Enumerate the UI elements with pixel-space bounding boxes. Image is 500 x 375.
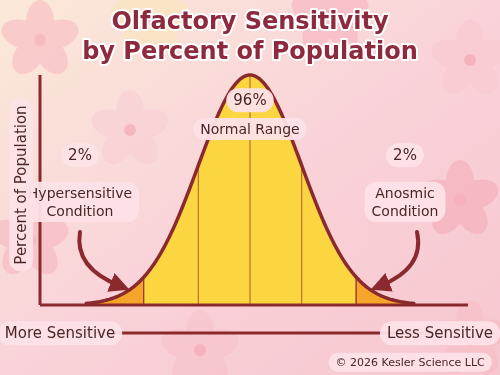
x-label-right-line: Less Sensitive <box>387 324 493 342</box>
region <box>85 277 144 305</box>
category-label: Hypersensitive Condition <box>28 185 132 219</box>
background <box>0 0 500 375</box>
x-label-left-line: More Sensitive <box>5 324 115 342</box>
category-label: Normal Range <box>200 121 299 137</box>
title: Olfactory Sensitivityby Percent of Popul… <box>82 7 418 65</box>
y-label-line: Percent of Population <box>12 105 30 264</box>
data-label-line: 2% <box>393 146 417 164</box>
arrow <box>79 232 120 286</box>
data-label: 2% <box>393 146 417 164</box>
category-label-group: Anosmic Condition <box>365 182 446 222</box>
source-group: © 2026 Kesler Science LLC <box>329 353 492 372</box>
petal <box>0 14 48 54</box>
flower-center <box>454 194 466 206</box>
category-label-pill <box>193 118 306 140</box>
category-label: Anosmic Condition <box>372 185 439 219</box>
category-label-line: Condition <box>47 203 114 219</box>
category-label-group: Normal Range <box>193 118 306 140</box>
x-label-right-pill <box>380 321 500 345</box>
data-label-pill <box>386 143 424 167</box>
sigma-line <box>198 165 199 305</box>
data-label: 96% <box>233 91 266 109</box>
data-label-pill <box>61 143 99 167</box>
flower-center <box>124 124 136 136</box>
category-label-line: Condition <box>372 203 439 219</box>
title-line: Olfactory Sensitivity <box>111 7 388 35</box>
region <box>144 75 356 305</box>
data-label-line: 2% <box>68 146 92 164</box>
arrow <box>380 232 418 286</box>
data-label-pill <box>226 88 273 112</box>
x-label-left-group: More Sensitive <box>0 321 122 345</box>
petal <box>428 34 478 74</box>
petal <box>88 104 138 144</box>
x-label-right: Less Sensitive <box>387 324 493 342</box>
title-line: by Percent of Population <box>82 37 418 65</box>
chart: Olfactory Sensitivityby Percent of Popul… <box>0 0 500 375</box>
x-axis <box>40 304 468 307</box>
source-pill <box>329 353 492 372</box>
petal <box>158 324 208 364</box>
data-label: 2% <box>68 146 92 164</box>
flower-center <box>194 344 206 356</box>
category-label-line: Normal Range <box>200 121 299 137</box>
y-label-group: Percent of Population <box>9 98 33 271</box>
flowers <box>0 0 500 375</box>
x-label-right-group: Less Sensitive <box>380 321 500 345</box>
category-label-line: Anosmic <box>375 185 435 201</box>
category-label-line: Hypersensitive <box>28 185 132 201</box>
y-label-group: Percent of Population <box>9 98 33 271</box>
x-label-left-pill <box>0 321 122 345</box>
category-label-pill <box>365 182 446 222</box>
flower-center <box>34 34 46 46</box>
data-label-group: 2% <box>386 143 424 167</box>
data-label-line: 96% <box>233 91 266 109</box>
sigma-line <box>301 165 302 305</box>
y-label: Percent of Population <box>12 105 30 264</box>
flower-center <box>464 54 476 66</box>
category-label-pill <box>21 182 139 222</box>
data-label-group: 96% <box>226 88 273 112</box>
source-line: © 2026 Kesler Science LLC <box>336 356 485 369</box>
x-label-left: More Sensitive <box>5 324 115 342</box>
category-label-group: Hypersensitive Condition <box>21 182 139 222</box>
data-label-group: 2% <box>61 143 99 167</box>
y-label-pill <box>9 98 33 271</box>
source: © 2026 Kesler Science LLC <box>336 356 485 369</box>
